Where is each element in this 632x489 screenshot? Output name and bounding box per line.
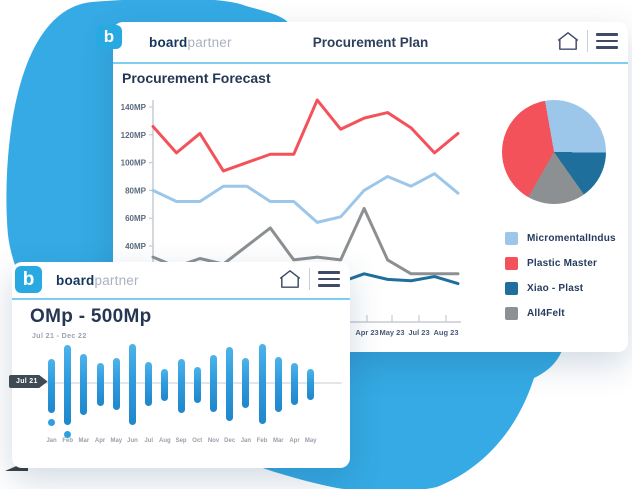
- omp-500mp-window: boardpartner OMp - 500Mp Jul 21 - Dec 22…: [9, 262, 350, 468]
- front-window-header: boardpartner: [12, 262, 350, 300]
- legend-label: Plastic Master: [527, 258, 598, 269]
- y-axis-tick-label: 140MP: [121, 103, 147, 112]
- x-axis-tick-label: Aug 23: [433, 328, 458, 337]
- y-axis-tick-label: 120MP: [121, 131, 147, 140]
- capsule-bar-apr-15[interactable]: [291, 363, 298, 405]
- y-axis-tick-label: 100MP: [121, 159, 147, 168]
- capsule-bar-jan-0[interactable]: [48, 359, 55, 413]
- capsule-bar-sep-8[interactable]: [177, 359, 185, 413]
- legend-item[interactable]: All4Felt: [505, 307, 616, 320]
- capsule-bar-aug-7[interactable]: [161, 369, 169, 401]
- legend-swatch: [505, 282, 518, 295]
- legend-swatch: [505, 307, 518, 320]
- legend-item[interactable]: Plastic Master: [505, 257, 616, 270]
- menu-icon[interactable]: [596, 33, 618, 49]
- bar-month-label: May: [304, 438, 317, 444]
- legend-item[interactable]: MicromentalIndus: [505, 232, 616, 245]
- y-axis-tick-label: 60MP: [125, 214, 147, 223]
- baseline-date-badge: Jul 21: [9, 375, 48, 388]
- bar-month-label: Mar: [78, 438, 90, 444]
- legend-item[interactable]: Xiao - Plast: [505, 282, 616, 295]
- y-axis-tick-label: 40MP: [125, 242, 147, 251]
- outlier-dot: [64, 431, 72, 438]
- brand-logo-text: boardpartner: [56, 272, 139, 288]
- capsule-bar-may-16[interactable]: [307, 369, 315, 400]
- omp-bar-chart: Jan Feb Mar Apr May Jun Jul Aug Sep Oct Nov Dec Jan F…: [12, 262, 350, 468]
- menu-icon[interactable]: [318, 271, 340, 287]
- line-series-plastic-master: [151, 98, 460, 173]
- x-axis-tick-label: Apr 23: [355, 328, 378, 337]
- bar-month-label: Mar: [272, 438, 284, 444]
- header-divider: [587, 30, 588, 52]
- bar-month-label: Feb: [62, 438, 74, 444]
- x-axis-tick-label: Jul 23: [408, 328, 429, 337]
- capsule-bar-dec-11[interactable]: [226, 347, 234, 421]
- x-axis-tick-label: May 23: [379, 328, 404, 337]
- capsule-bar-oct-9[interactable]: [193, 367, 201, 403]
- bar-chart-baseline: [28, 382, 342, 384]
- bar-month-label: Aug: [159, 438, 171, 444]
- bar-month-label: Jan: [46, 438, 57, 444]
- bar-month-label: Feb: [256, 438, 268, 444]
- board-logo-icon[interactable]: b: [96, 25, 122, 49]
- capsule-bar-may-4[interactable]: [112, 358, 120, 410]
- home-icon[interactable]: [279, 269, 301, 289]
- capsule-bar-jan-12[interactable]: [242, 358, 250, 408]
- capsule-bar-nov-10[interactable]: [210, 355, 217, 412]
- chart-date-range: Jul 21 - Dec 22: [32, 333, 87, 340]
- back-window-header: boardpartner Procurement Plan: [113, 22, 628, 64]
- legend-label: Xiao - Plast: [527, 283, 584, 294]
- bar-month-label: May: [110, 438, 123, 444]
- bar-month-label: Apr: [289, 438, 300, 444]
- legend-label: All4Felt: [527, 308, 565, 319]
- capsule-bar-jul-6[interactable]: [145, 362, 153, 406]
- legend-label: MicromentalIndus: [527, 233, 616, 244]
- bar-month-label: Jun: [127, 438, 138, 444]
- capsule-bar-mar-2[interactable]: [80, 354, 88, 415]
- legend-swatch: [505, 257, 518, 270]
- legend-swatch: [505, 232, 518, 245]
- bar-month-label: Jan: [240, 438, 252, 444]
- bar-month-label: Sep: [175, 438, 187, 444]
- chart-title: OMp - 500Mp: [30, 306, 152, 327]
- pie-legend: MicromentalIndus Plastic Master Xiao - Pla…: [505, 232, 616, 320]
- line-series-micromentalindus: [151, 172, 460, 224]
- page-title: Procurement Plan: [312, 34, 429, 50]
- outlier-dot: [48, 419, 55, 426]
- bar-month-label: Apr: [94, 438, 106, 444]
- bar-month-label: Nov: [207, 438, 220, 444]
- bar-month-label: Oct: [192, 438, 203, 444]
- capsule-bar-jun-5[interactable]: [129, 344, 136, 425]
- line-series-all4felt: [151, 206, 460, 276]
- bar-month-label: Dec: [224, 438, 236, 444]
- home-icon[interactable]: [557, 31, 579, 51]
- capsule-bar-apr-3[interactable]: [96, 363, 104, 406]
- header-divider: [309, 268, 310, 290]
- capsule-bar-feb-13[interactable]: [258, 344, 266, 424]
- capsule-bar-feb-1[interactable]: [64, 345, 72, 425]
- y-axis-tick-label: 80MP: [125, 186, 147, 195]
- supplier-share-pie-chart: [502, 100, 606, 204]
- capsule-bar-mar-14[interactable]: [274, 357, 282, 412]
- bar-month-label: Jul: [144, 438, 154, 444]
- forecast-section-title: Procurement Forecast: [122, 70, 271, 86]
- board-logo-icon[interactable]: b: [15, 266, 42, 293]
- brand-logo-text: boardpartner: [149, 34, 232, 50]
